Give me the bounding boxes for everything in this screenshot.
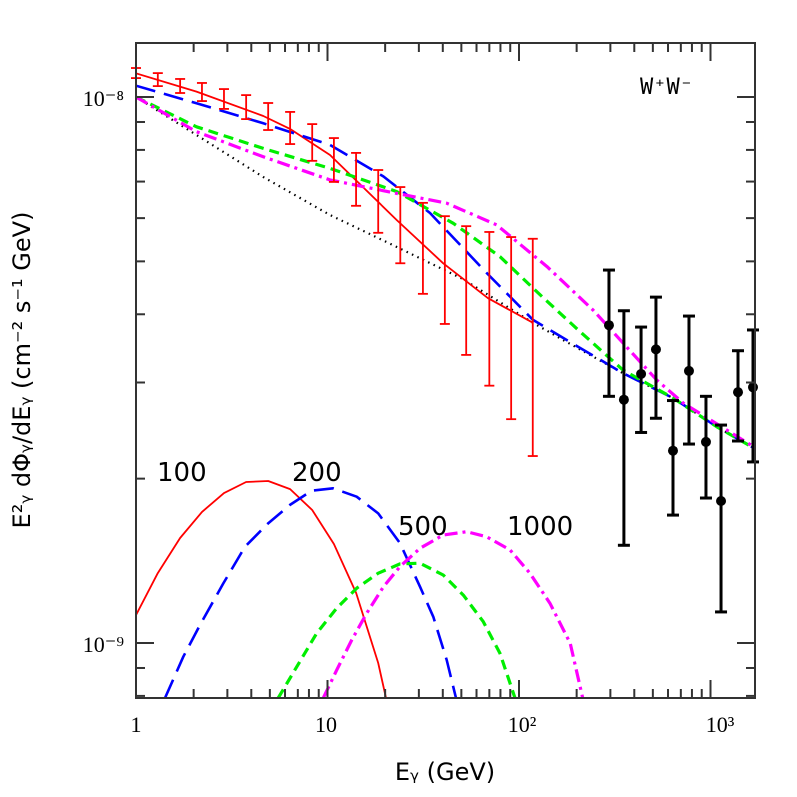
- total-curve-m200: [136, 84, 754, 449]
- projected-error-bar: [285, 111, 296, 145]
- x-axis-label: Eᵧ (GeV): [395, 758, 495, 786]
- total-curve-m100: [136, 72, 534, 324]
- x-tick-label-1: 1: [131, 712, 142, 737]
- total-curve-m500: [136, 95, 754, 449]
- projected-error-bar: [175, 78, 186, 94]
- projected-error-bar: [439, 215, 450, 325]
- projected-error-bar: [417, 201, 428, 295]
- channel-label: W⁺W⁻: [640, 75, 693, 100]
- curve-label-500: 500: [398, 512, 448, 542]
- projected-error-bar: [152, 72, 163, 88]
- data-point: [682, 314, 695, 446]
- x-tick-label-100: 10²: [508, 712, 537, 737]
- curve-label-200: 200: [292, 458, 342, 488]
- signal-curve-m1000: [321, 530, 585, 698]
- data-point: [732, 349, 745, 443]
- y-axis-label: E²ᵧ dΦᵧ/dEᵧ (cm⁻² s⁻¹ GeV): [8, 212, 36, 529]
- projected-error-bar: [461, 225, 472, 356]
- projected-error-bar: [373, 169, 384, 234]
- y-tick-label-1e-9: 10⁻⁹: [83, 632, 125, 657]
- curve-label-100: 100: [157, 458, 207, 488]
- data-point: [649, 295, 662, 420]
- signal-curve-m200: [163, 486, 458, 698]
- y-tick-label-1e-8: 10⁻⁸: [83, 86, 124, 111]
- data-point: [747, 328, 759, 464]
- projected-error-bar: [506, 236, 517, 421]
- data-point: [635, 325, 648, 434]
- projected-error-bar: [241, 94, 252, 121]
- data-point: [699, 394, 712, 500]
- projected-error-bar: [351, 151, 362, 207]
- x-tick-label-10: 10: [315, 712, 337, 737]
- projected-error-bar: [527, 237, 538, 457]
- data-point: [715, 423, 728, 614]
- signal-curve-m500: [276, 561, 517, 698]
- projected-error-bar: [395, 186, 406, 265]
- error-bars-layer: [131, 67, 759, 614]
- data-point: [617, 309, 630, 547]
- curves-layer: [136, 72, 755, 698]
- plot-frame: [135, 42, 756, 699]
- projected-error-bar: [307, 123, 318, 162]
- projected-error-bar: [218, 88, 229, 110]
- projected-error-bar: [328, 137, 339, 183]
- ticks-layer: [135, 43, 755, 698]
- signal-curve-m100: [136, 480, 387, 698]
- projected-error-bar: [196, 82, 207, 102]
- data-point: [666, 399, 679, 517]
- projected-error-bar: [263, 102, 274, 131]
- x-tick-label-1000: 10³: [706, 712, 735, 737]
- data-point: [602, 268, 615, 398]
- projected-error-bar: [484, 231, 495, 387]
- curve-label-1000: 1000: [507, 512, 573, 542]
